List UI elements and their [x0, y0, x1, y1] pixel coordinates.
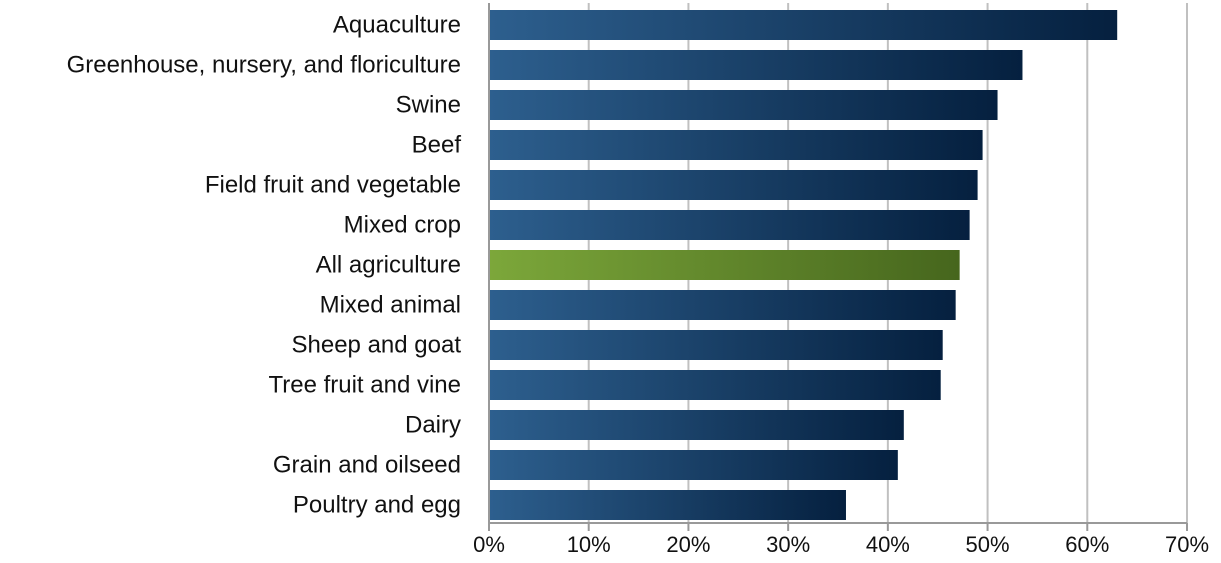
x-tick-label: 50%: [966, 532, 1010, 557]
category-label: Dairy: [405, 412, 461, 439]
category-label: Field fruit and vegetable: [205, 172, 461, 199]
x-tick-label: 40%: [866, 532, 910, 557]
x-tick-label: 10%: [567, 532, 611, 557]
category-label: Poultry and egg: [293, 492, 461, 519]
category-label: All agriculture: [316, 252, 461, 279]
bar: [490, 450, 898, 480]
category-label: Sheep and goat: [292, 332, 462, 359]
category-label: Mixed crop: [344, 212, 461, 239]
bar: [490, 370, 941, 400]
x-tick-labels: 0% 10% 20% 30% 40% 50% 60% 70%: [473, 532, 1209, 557]
x-tick-label: 60%: [1065, 532, 1109, 557]
bar: [490, 130, 983, 160]
bar: [490, 330, 943, 360]
bar: [490, 290, 956, 320]
bar: [490, 90, 998, 120]
category-label: Tree fruit and vine: [268, 372, 461, 399]
category-label: Beef: [412, 132, 462, 159]
category-labels: Aquaculture Greenhouse, nursery, and flor…: [67, 12, 462, 519]
axes: [488, 3, 1188, 531]
bar: [490, 10, 1118, 40]
x-tick-label: 70%: [1165, 532, 1209, 557]
category-label: Greenhouse, nursery, and floriculture: [67, 52, 461, 79]
bar: [490, 170, 978, 200]
category-label: Grain and oilseed: [273, 452, 461, 479]
x-tick-label: 30%: [766, 532, 810, 557]
x-tick-label: 0%: [473, 532, 505, 557]
bar: [490, 210, 970, 240]
bar: [490, 50, 1023, 80]
bar-highlight: [490, 250, 960, 280]
category-label: Swine: [396, 92, 461, 119]
category-label: Aquaculture: [333, 12, 461, 39]
x-tick-label: 20%: [666, 532, 710, 557]
bar: [490, 490, 846, 520]
bar: [490, 410, 904, 440]
category-label: Mixed animal: [320, 292, 461, 319]
bars: [490, 10, 1118, 520]
